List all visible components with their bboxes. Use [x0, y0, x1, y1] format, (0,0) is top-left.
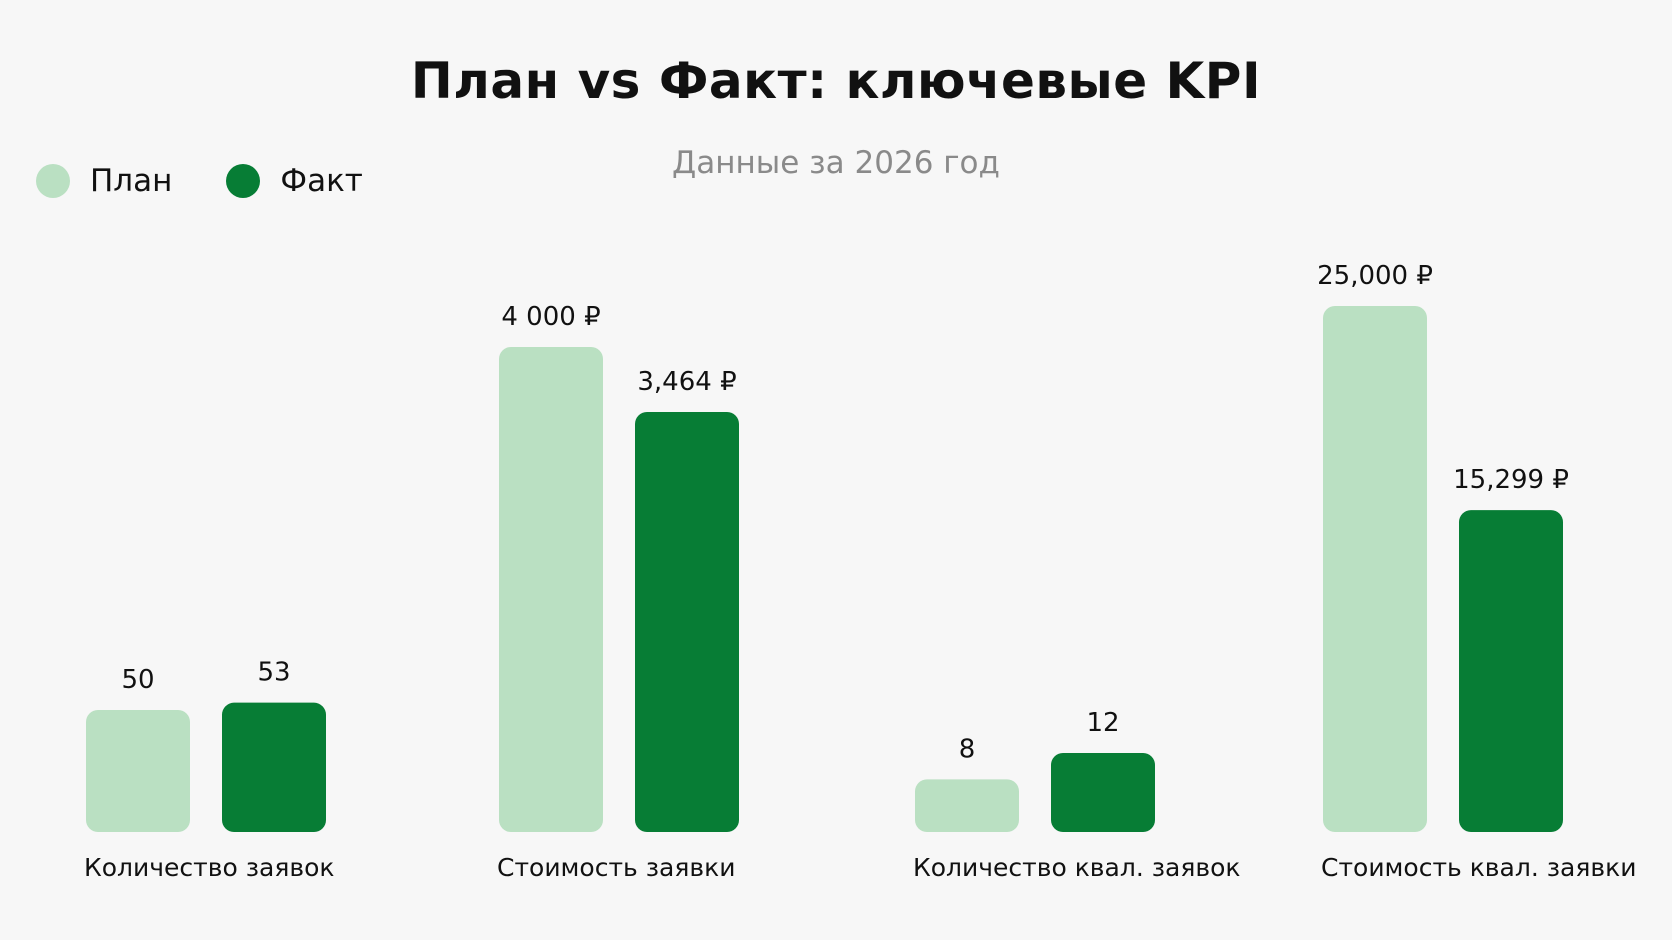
data-label-fact-1: 53 [257, 658, 290, 688]
bar-plan-2[interactable] [499, 347, 603, 832]
data-label-fact-4: 15,299 ₽ [1453, 465, 1569, 495]
legend-swatch-plan [36, 164, 70, 198]
legend: План Факт [36, 163, 417, 199]
legend-item-plan[interactable]: План [36, 163, 172, 199]
bar-plan-3[interactable] [915, 779, 1019, 832]
category-label-2: Стоимость заявки [497, 853, 735, 882]
data-label-plan-1: 50 [121, 665, 154, 695]
category-label-1: Количество заявок [84, 853, 335, 882]
legend-label-plan: План [90, 163, 173, 199]
data-label-plan-4: 25,000 ₽ [1317, 261, 1433, 291]
bar-fact-1[interactable] [222, 702, 326, 832]
bar-group-1: 50 53 Количество заявок [84, 658, 335, 882]
bar-plan-4[interactable] [1323, 306, 1427, 832]
bar-group-4: 25,000 ₽ 15,299 ₽ Стоимость квал. заявки [1317, 261, 1636, 882]
data-label-plan-3: 8 [959, 734, 976, 764]
category-label-3: Количество квал. заявок [913, 853, 1241, 882]
legend-item-fact[interactable]: Факт [226, 163, 363, 199]
bar-plan-1[interactable] [86, 710, 190, 832]
bar-fact-3[interactable] [1051, 753, 1155, 832]
bar-fact-4[interactable] [1459, 510, 1563, 832]
bar-group-2: 4 000 ₽ 3,464 ₽ Стоимость заявки [497, 302, 739, 882]
data-label-fact-3: 12 [1086, 708, 1119, 738]
chart-title: План vs Факт: ключевые KPI [410, 52, 1262, 110]
legend-label-fact: Факт [280, 163, 363, 199]
category-label-4: Стоимость квал. заявки [1321, 853, 1636, 882]
data-label-plan-2: 4 000 ₽ [501, 302, 600, 332]
bar-group-3: 8 12 Количество квал. заявок [913, 708, 1241, 882]
bar-fact-2[interactable] [635, 411, 739, 832]
data-label-fact-2: 3,464 ₽ [637, 367, 736, 397]
chart-subtitle: Данные за 2026 год [672, 145, 1000, 181]
legend-swatch-fact [226, 164, 261, 198]
